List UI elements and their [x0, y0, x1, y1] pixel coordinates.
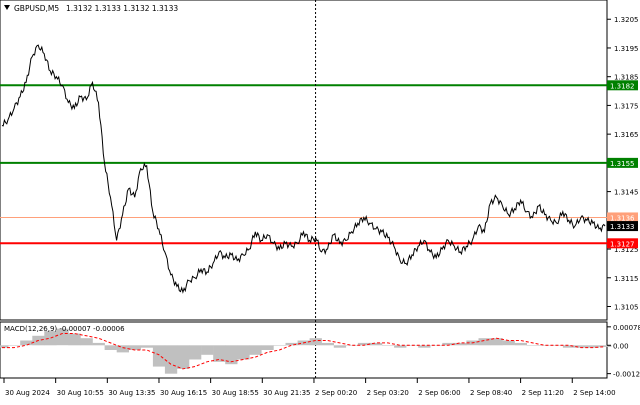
macd-histogram-bar [104, 345, 117, 350]
macd-histogram-bar [454, 342, 467, 346]
macd-histogram-bar [599, 345, 612, 347]
time-tick-label: 30 Aug 16:15 [160, 389, 207, 397]
macd-histogram-bar [225, 345, 238, 365]
time-tick-label: 30 Aug 2024 [5, 389, 50, 397]
macd-histogram-bar [201, 345, 214, 355]
macd-histogram-bar [526, 345, 539, 346]
price-tick-label: 1.3185 [614, 74, 639, 82]
ohlc-values: 1.3132 1.3133 1.3132 1.3133 [66, 4, 178, 13]
time-tick-label: 2 Sep 06:00 [418, 389, 460, 397]
price-tick-label: 1.3165 [614, 131, 639, 139]
macd-histogram-bar [237, 345, 250, 360]
macd-histogram-bar [502, 340, 515, 346]
price-tick-label: 1.3145 [614, 189, 639, 197]
macd-histogram-bar [8, 345, 21, 346]
macd-histogram-bar [164, 345, 178, 374]
macd-histogram-bar [128, 345, 141, 350]
level-label: 1.3127 [610, 240, 635, 248]
time-tick-label: 30 Aug 10:55 [57, 389, 104, 397]
macd-histogram-bar [92, 342, 105, 346]
macd-histogram-bar [321, 342, 334, 346]
current-price-label: 1.3133 [607, 221, 638, 232]
macd-histogram-bar [345, 345, 359, 346]
macd-histogram-bar [587, 345, 600, 348]
macd-histogram-bar [189, 345, 202, 360]
macd-histogram-bar [357, 342, 371, 346]
macd-signal-line [2, 333, 606, 370]
macd-histogram-bar [514, 342, 527, 346]
macd-histogram-bar [273, 345, 286, 346]
macd-histogram-bar [309, 338, 322, 346]
time-tick-label: 2 Sep 08:40 [470, 389, 512, 397]
macd-histogram-bar [177, 345, 190, 369]
time-tick-label: 2 Sep 00:20 [315, 389, 357, 397]
macd-histogram-bar [562, 345, 576, 348]
price-tick-label: 1.3125 [614, 246, 639, 254]
price-tick-label: 1.3105 [614, 304, 639, 312]
chevron-down-icon[interactable] [4, 5, 10, 10]
current-price-tag [607, 221, 638, 232]
symbol-timeframe: GBPUSD,M5 [14, 4, 59, 13]
macd-histogram [0, 328, 612, 374]
time-tick-label: 2 Sep 11:20 [522, 389, 564, 397]
macd-tick-label: -0.0012 [613, 371, 640, 379]
price-axis: 1.3205 1.3195 1.3185 1.3175 1.3165 1.3145 1.31… [607, 16, 639, 312]
macd-histogram-bar [80, 338, 93, 346]
time-tick-label: 30 Aug 18:55 [212, 389, 259, 397]
macd-histogram-bar [140, 345, 154, 348]
macd-histogram-bar [538, 345, 552, 346]
time-tick-label: 2 Sep 14:00 [573, 389, 615, 397]
macd-histogram-bar [490, 338, 503, 346]
time-tick-label: 30 Aug 13:35 [108, 389, 155, 397]
macd-axis: 0.00078 0.00 -0.0012 [607, 324, 640, 379]
macd-histogram-bar [213, 345, 226, 362]
macd-histogram-bar [249, 345, 262, 355]
macd-histogram-bar [20, 340, 33, 346]
macd-histogram-bar [116, 345, 129, 353]
macd-histogram-bar [478, 338, 491, 346]
macd-histogram-bar [394, 345, 407, 348]
price-tick-label: 1.3175 [614, 102, 639, 110]
macd-histogram-bar [285, 342, 298, 346]
price-tick-label: 1.3195 [614, 45, 639, 53]
price-tick-label: 1.3205 [614, 16, 639, 24]
macd-label: MACD(12,26,9) -0.00007 -0.00006 [4, 325, 125, 333]
macd-histogram-bar [369, 342, 383, 346]
macd-histogram-bar [56, 328, 69, 346]
macd-histogram-bar [333, 345, 347, 348]
macd-tick-label: 0.00078 [613, 324, 640, 332]
macd-histogram-bar [575, 345, 588, 348]
macd-tick-label: 0.00 [613, 342, 629, 350]
price-tick-label: 1.3115 [614, 275, 639, 283]
level-label: 1.3155 [610, 160, 635, 168]
time-axis: 30 Aug 2024 30 Aug 10:55 30 Aug 13:35 30 Au… [3, 378, 616, 397]
macd-histogram-bar [44, 331, 57, 346]
time-tick-label: 30 Aug 21:35 [263, 389, 310, 397]
macd-histogram-bar [68, 333, 81, 346]
macd-histogram-bar [442, 342, 455, 346]
level-label: 1.3182 [610, 82, 635, 90]
macd-histogram-bar [152, 345, 166, 367]
level-label: 1.3136 [610, 214, 635, 222]
level-tag [607, 80, 638, 91]
macd-histogram-bar [382, 345, 395, 346]
level-tag [607, 238, 638, 249]
time-tick-label: 2 Sep 03:20 [367, 389, 409, 397]
level-tag [607, 212, 638, 223]
price-series-line [1, 44, 606, 294]
macd-histogram-bar [261, 345, 274, 350]
horizontal-levels: 1.3182 1.3155 1.3136 1.3127 [0, 80, 638, 249]
macd-histogram-bar [0, 345, 9, 348]
macd-histogram-bar [430, 345, 443, 346]
chart-header: GBPUSD,M5 1.3132 1.3133 1.3132 1.3133 [4, 4, 178, 13]
macd-histogram-bar [418, 345, 431, 348]
current-price-value: 1.3133 [610, 223, 635, 231]
level-tag [607, 157, 638, 168]
